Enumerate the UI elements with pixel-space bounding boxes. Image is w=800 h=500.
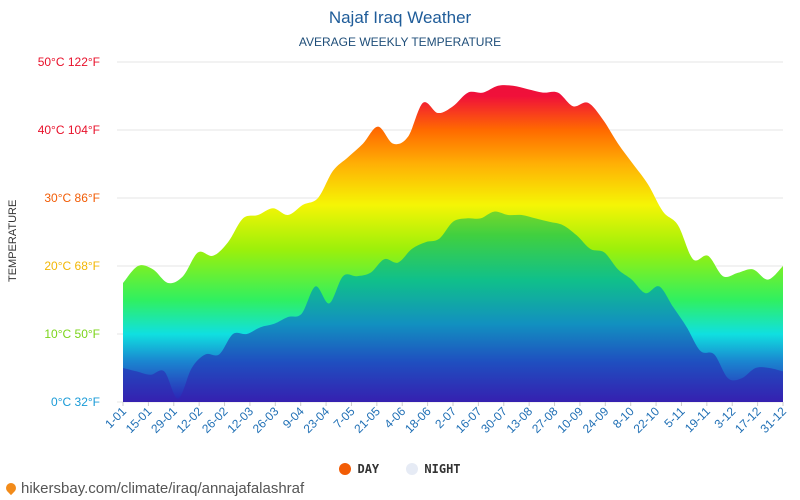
x-tick-label: 10-09 bbox=[554, 404, 586, 436]
legend-item-day[interactable]: DAY bbox=[339, 462, 379, 476]
x-tick-label: 13-08 bbox=[504, 404, 536, 436]
legend-day-label: DAY bbox=[357, 462, 380, 476]
x-tick-label: 17-12 bbox=[732, 404, 764, 436]
source-link[interactable]: hikersbay.com/climate/iraq/annajafalashr… bbox=[3, 480, 305, 497]
x-tick-label: 23-04 bbox=[301, 404, 333, 436]
x-tick-label: 22-10 bbox=[631, 404, 663, 436]
source-url: hikersbay.com/climate/iraq/annajafalashr… bbox=[21, 480, 305, 497]
x-tick-label: 27-08 bbox=[529, 404, 561, 436]
legend-item-night[interactable]: NIGHT bbox=[406, 462, 461, 476]
y-tick-label: 40°C 104°F bbox=[38, 123, 100, 137]
y-tick-label: 50°C 122°F bbox=[38, 55, 100, 69]
y-tick-label: 20°C 68°F bbox=[44, 259, 100, 273]
temperature-chart: 0°C 32°F 10°C 50°F 20°C 68°F 30°C 86°F 40°C … bbox=[38, 55, 790, 436]
series-night-area bbox=[123, 211, 783, 402]
chart-title: Najaf Iraq Weather bbox=[328, 8, 472, 27]
x-tick-label: 19-11 bbox=[682, 404, 713, 435]
x-tick-label: 15-01 bbox=[123, 404, 155, 436]
day-dot-icon bbox=[339, 463, 352, 475]
y-tick-label: 30°C 86°F bbox=[44, 191, 100, 205]
x-tick-label: 18-06 bbox=[402, 404, 434, 436]
chart-subtitle: AVERAGE WEEKLY TEMPERATURE bbox=[298, 35, 502, 49]
x-tick-label: 26-03 bbox=[250, 404, 282, 436]
x-tick-label: 16-07 bbox=[453, 404, 485, 436]
x-tick-label: 29-01 bbox=[148, 404, 180, 436]
location-pin-icon bbox=[3, 480, 19, 496]
x-tick-label: 24-09 bbox=[580, 404, 612, 436]
night-dot-icon bbox=[406, 463, 419, 475]
x-tick-label: 26-02 bbox=[199, 404, 231, 436]
x-tick-label: 30-07 bbox=[478, 404, 510, 436]
x-tick-label: 12-03 bbox=[224, 404, 256, 436]
legend: DAY NIGHT bbox=[0, 462, 800, 476]
x-tick-label: 21-05 bbox=[351, 404, 383, 436]
y-tick-label: 10°C 50°F bbox=[44, 327, 100, 341]
x-tick-label: 12-02 bbox=[174, 404, 206, 436]
legend-night-label: NIGHT bbox=[424, 462, 461, 476]
y-tick-label: 0°C 32°F bbox=[51, 395, 100, 409]
x-tick-label: 31-12 bbox=[758, 404, 790, 436]
